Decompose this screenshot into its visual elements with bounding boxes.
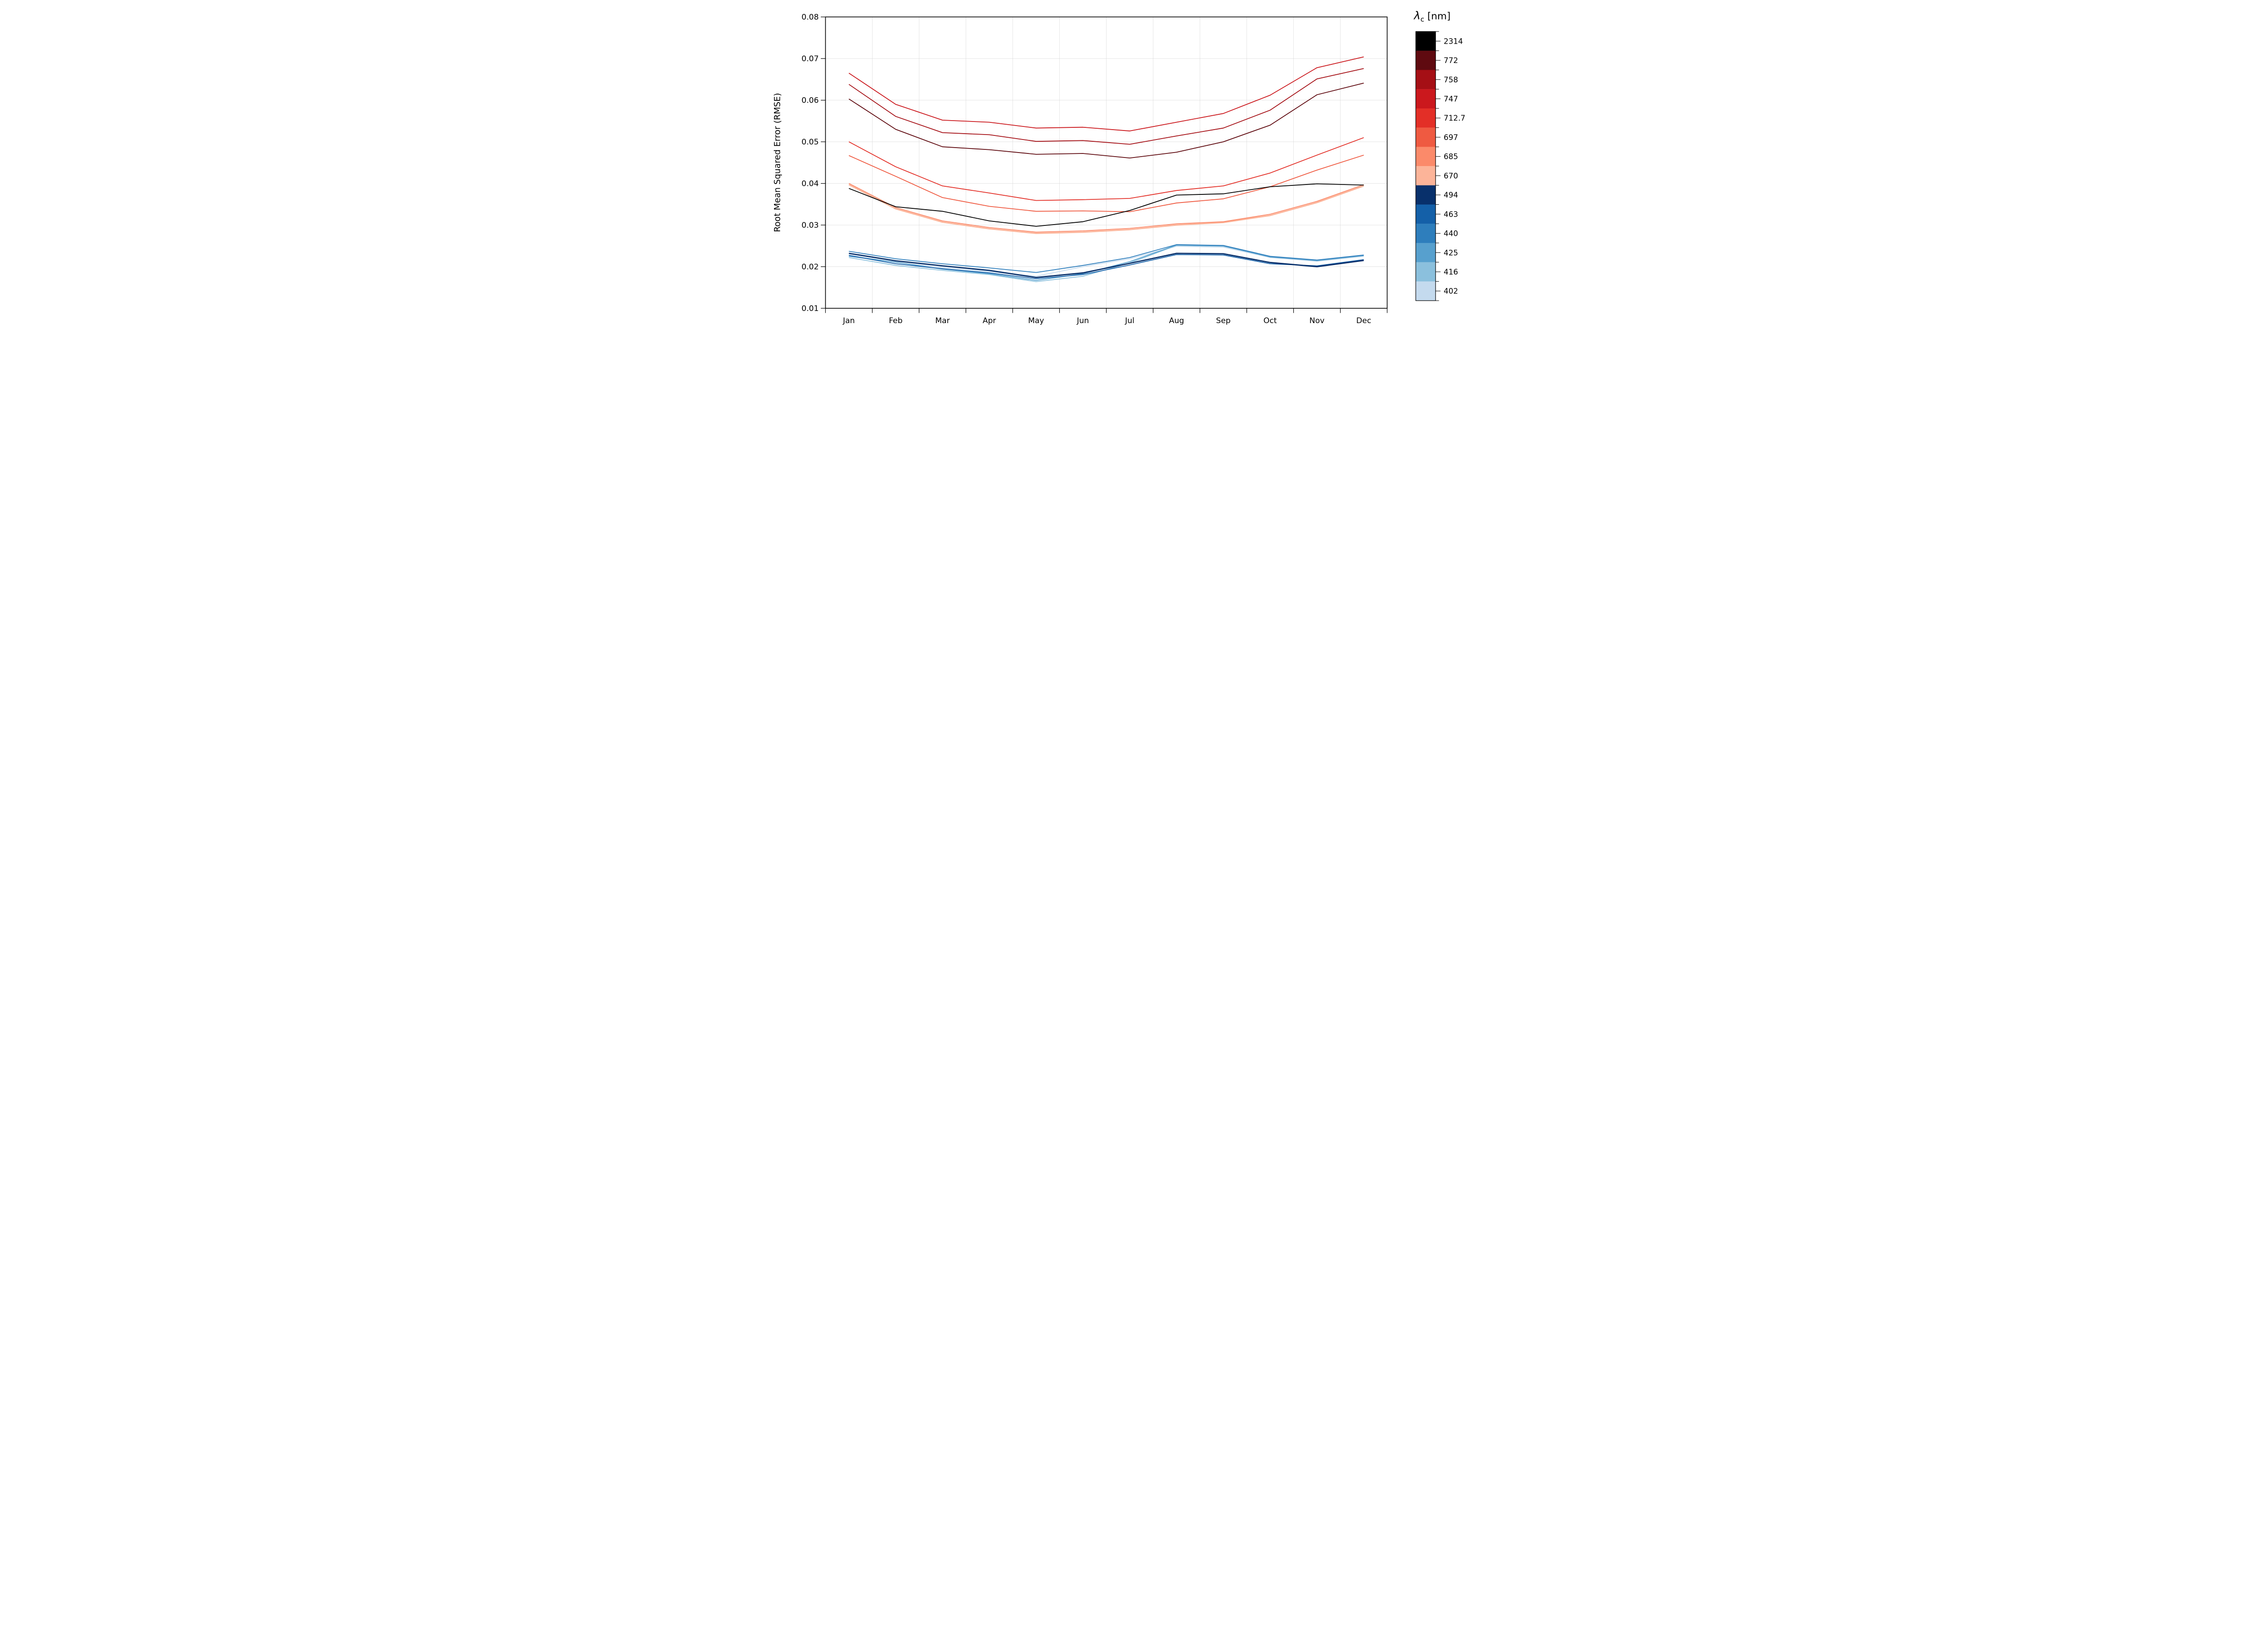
colorbar-block-2314 [1416,32,1436,51]
y-axis-title: Root Mean Squared Error (RMSE) [773,93,783,232]
x-tick-label-Jan: Jan [842,316,855,325]
series-line-2314 [849,183,1364,227]
colorbar-block-758 [1416,70,1436,90]
colorbar-label-440: 440 [1444,229,1458,238]
series-line-402 [849,246,1364,277]
series-line-747 [848,56,1364,131]
colorbar-outline [1415,31,1436,301]
chart-canvas: Jan Feb Mar Apr May Jun Jul Aug Sep Oct Nov Dec 0.0… [773,9,1466,325]
series-line-697 [849,154,1364,212]
colorbar-block-494 [1416,185,1436,205]
y-tick-label-0.08: 0.08 [801,13,819,22]
x-tick-label-May: May [1028,316,1044,325]
y-tick-label-0.02: 0.02 [801,263,819,272]
colorbar-label-463: 463 [1444,210,1458,219]
x-axis-tick-labels: Jan Feb Mar Apr May Jun Jul Aug Sep Oct Nov Dec [842,316,1371,325]
x-tick-label-Sep: Sep [1216,316,1230,325]
data-series-lines [848,56,1364,282]
colorbar-block-697 [1416,127,1436,147]
y-tick-label-0.05: 0.05 [801,138,819,147]
colorbar-label-425: 425 [1444,248,1458,257]
colorbar-block-670 [1416,166,1436,185]
colorbar-block-425 [1416,243,1436,262]
x-tick-label-Oct: Oct [1264,316,1277,325]
colorbar-title-subscript: c [1421,15,1424,23]
colorbar-label-712.7: 712.7 [1444,113,1465,122]
colorbar-label-747: 747 [1444,95,1458,104]
series-line-712.7 [849,137,1364,201]
colorbar-title-lambda: λ [1413,9,1420,22]
colorbar-block-712.7 [1416,108,1436,128]
plot-gridlines [825,17,1387,309]
colorbar-label-402: 402 [1444,287,1458,296]
y-axis-tick-labels: 0.01 0.02 0.03 0.04 0.05 0.06 0.07 0.08 [801,13,819,313]
colorbar-label-416: 416 [1444,267,1458,276]
x-tick-label-Jun: Jun [1076,316,1089,325]
colorbar-block-747 [1416,89,1436,109]
x-axis-ticks [825,308,1388,313]
colorbar-block-463 [1416,204,1436,224]
series-line-670 [848,184,1364,234]
y-tick-label-0.04: 0.04 [801,180,819,189]
series-line-494 [849,252,1364,279]
rmse-line-chart-figure: Jan Feb Mar Apr May Jun Jul Aug Sep Oct Nov Dec 0.0… [770,0,1480,331]
y-tick-label-0.06: 0.06 [801,96,819,105]
colorbar-label-772: 772 [1444,56,1458,65]
series-line-440 [849,244,1364,273]
colorbar-block-402 [1416,281,1436,301]
colorbar-label-670: 670 [1444,171,1458,180]
y-tick-label-0.03: 0.03 [801,221,819,230]
y-tick-label-0.07: 0.07 [801,54,819,63]
colorbar-label-2314: 2314 [1444,36,1463,45]
series-line-758 [848,68,1364,145]
x-tick-label-Jul: Jul [1125,316,1134,325]
colorbar-block-772 [1416,50,1436,70]
colorbar-legend: 2314 772 758 747 712.7 697 685 670 494 463 440 425 4… [1416,31,1465,301]
y-axis-ticks [821,17,826,309]
colorbar-label-758: 758 [1444,75,1458,84]
x-tick-label-Dec: Dec [1356,316,1371,325]
x-tick-label-Aug: Aug [1169,316,1184,325]
colorbar-label-494: 494 [1444,190,1458,199]
colorbar-label-685: 685 [1444,152,1458,161]
y-tick-label-0.01: 0.01 [801,304,819,313]
colorbar-title-unit: [nm] [1424,11,1450,22]
colorbar-label-697: 697 [1444,133,1458,142]
x-tick-label-Feb: Feb [889,316,902,325]
x-tick-label-Mar: Mar [935,316,950,325]
colorbar-block-685 [1416,147,1436,167]
series-line-685 [849,183,1364,233]
series-line-463 [849,254,1364,279]
colorbar-block-440 [1416,224,1436,243]
series-line-772 [848,82,1364,159]
x-tick-label-Nov: Nov [1310,316,1325,325]
colorbar-block-416 [1416,262,1436,282]
colorbar-title: λc [nm] [1413,9,1450,23]
x-tick-label-Apr: Apr [983,316,997,325]
